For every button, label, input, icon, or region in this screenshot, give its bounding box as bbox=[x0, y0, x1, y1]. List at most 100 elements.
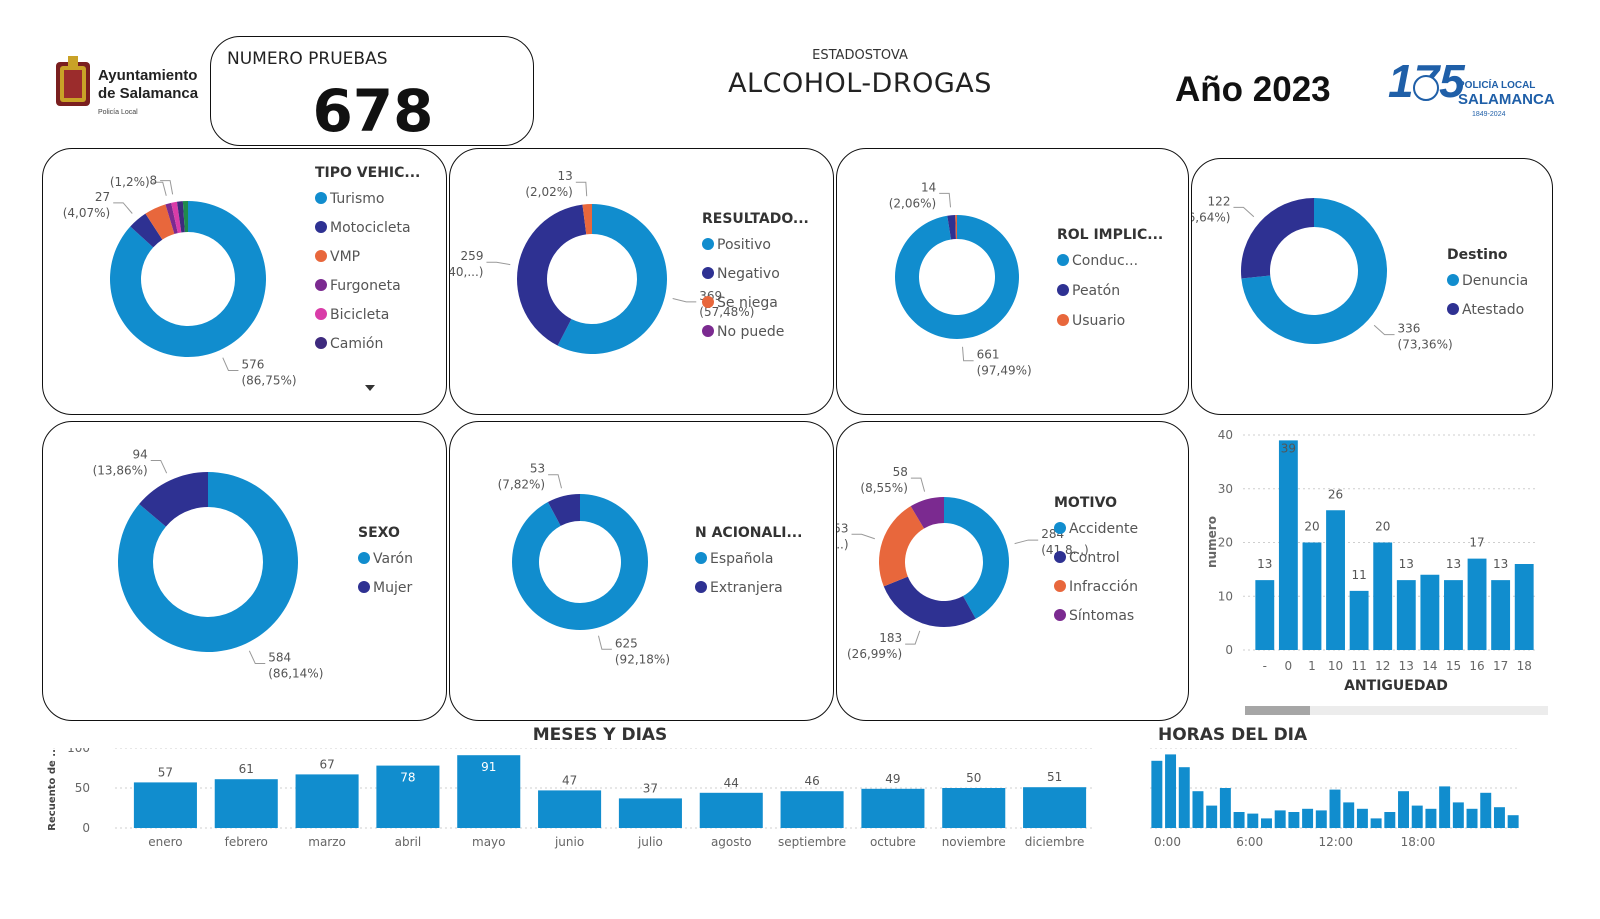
logo-line3: 1849-2024 bbox=[1472, 111, 1506, 118]
scrollbar-thumb[interactable] bbox=[1245, 706, 1310, 715]
slice-denuncia bbox=[1241, 198, 1387, 344]
legend-marker bbox=[702, 325, 714, 337]
y-tick-label: 100 bbox=[67, 748, 90, 755]
bar bbox=[1326, 510, 1345, 650]
slice-value-label: 13 bbox=[558, 169, 573, 183]
slice-value-label: 58 bbox=[893, 465, 908, 479]
page-title: ALCOHOL-DROGAS bbox=[728, 68, 992, 99]
card-resultado: 369(57,48%)259(40,...)13(2,02%)RESULTADO… bbox=[449, 148, 834, 415]
bar-value-label: 61 bbox=[239, 762, 254, 776]
legend-item: Negativo bbox=[717, 266, 780, 282]
bar-value-label: 13 bbox=[1446, 557, 1461, 571]
bar-value-label: 91 bbox=[481, 760, 496, 774]
slice-s-ntomas bbox=[910, 497, 944, 529]
bar bbox=[1343, 802, 1355, 828]
bar bbox=[1274, 810, 1286, 828]
chart-scrollbar[interactable] bbox=[1245, 706, 1548, 715]
bar-value-label: 50 bbox=[966, 771, 981, 785]
x-tick-label: 6:00 bbox=[1236, 835, 1263, 849]
leader-line bbox=[548, 474, 563, 489]
x-tick-label: junio bbox=[554, 835, 584, 849]
slice-value-label: 259 bbox=[461, 249, 484, 263]
legend-item: Turismo bbox=[329, 191, 384, 207]
bar bbox=[295, 774, 359, 828]
x-tick-label: 18 bbox=[1517, 659, 1532, 673]
x-tick-label: - bbox=[1263, 659, 1267, 673]
x-tick-label: 0:00 bbox=[1154, 835, 1181, 849]
bar bbox=[942, 788, 1006, 828]
bar bbox=[1247, 813, 1259, 828]
legend-marker bbox=[702, 296, 714, 308]
slice-pct-label: (41,8...) bbox=[1041, 543, 1089, 557]
legend-title: RESULTADO... bbox=[702, 211, 809, 227]
y-axis-title: Recuento de ... bbox=[47, 748, 58, 831]
donut-resultado: 369(57,48%)259(40,...)13(2,02%)RESULTADO… bbox=[450, 169, 809, 354]
bar bbox=[1420, 574, 1440, 650]
bar bbox=[1370, 818, 1382, 828]
bar-value-label: 11 bbox=[1351, 568, 1366, 582]
legend-marker bbox=[695, 581, 707, 593]
legend-item: Denuncia bbox=[1462, 273, 1528, 289]
bar bbox=[1467, 558, 1487, 650]
leader-line bbox=[962, 346, 974, 362]
slice-pct-label: (97,49%) bbox=[977, 364, 1032, 378]
bar-value-label: 20 bbox=[1304, 520, 1319, 534]
legend-marker bbox=[1054, 609, 1066, 621]
page-subtitle: ESTADOSTOVA bbox=[812, 48, 908, 63]
y-axis-title: numero bbox=[1205, 516, 1219, 568]
x-tick-label: noviembre bbox=[942, 835, 1006, 849]
slice-pct-label: (22,...) bbox=[837, 537, 849, 551]
leader-line bbox=[150, 459, 168, 474]
slice-value-label: 183 bbox=[879, 631, 902, 645]
bar bbox=[861, 788, 925, 828]
legend-marker bbox=[315, 250, 327, 262]
slice-usuario bbox=[955, 215, 957, 240]
bar bbox=[1411, 805, 1423, 828]
y-tick-label: 40 bbox=[1218, 428, 1233, 442]
bar bbox=[699, 792, 763, 828]
x-tick-label: abril bbox=[395, 835, 422, 849]
bar bbox=[1151, 760, 1163, 828]
bar bbox=[1373, 542, 1393, 650]
meses-chart: 0 50 100 57 enero 61 febrero 67 marzo 78 abril 91 ma… bbox=[47, 748, 1095, 849]
org-line2: de Salamanca bbox=[98, 85, 199, 102]
legend-item: Se niega bbox=[717, 295, 778, 311]
legend-marker bbox=[315, 279, 327, 291]
card-tipo-vehiculo: 576 (86,75%) 27 (4,07%) (1,2%) 8 TIPO VEHIC...… bbox=[42, 148, 447, 415]
legend-item: Control bbox=[1069, 550, 1120, 566]
meses-title: MESES Y DIAS bbox=[532, 725, 668, 745]
slice-espa-ola bbox=[512, 494, 648, 630]
slice-value-label: 625 bbox=[615, 636, 638, 650]
x-tick-label: agosto bbox=[711, 835, 752, 849]
slice-value-label: 8 bbox=[149, 174, 157, 188]
slice-control bbox=[883, 576, 976, 627]
bar bbox=[1452, 802, 1464, 828]
slice-motocicleta bbox=[130, 213, 163, 248]
bar bbox=[1255, 580, 1275, 650]
bar bbox=[1206, 805, 1218, 828]
legend-item: Conduc... bbox=[1072, 253, 1138, 269]
legend-marker bbox=[1447, 274, 1459, 286]
leader-line bbox=[597, 635, 612, 650]
x-tick-label: mayo bbox=[472, 835, 506, 849]
slice-pct-label: (86,14%) bbox=[268, 667, 323, 681]
legend-marker bbox=[1054, 551, 1066, 563]
legend-marker bbox=[1054, 522, 1066, 534]
legend-marker bbox=[358, 552, 370, 564]
leader-line bbox=[113, 202, 133, 214]
slice-value-label: 27 bbox=[95, 190, 110, 204]
bar-value-label: 78 bbox=[400, 771, 415, 785]
slice-infracci-n bbox=[879, 506, 925, 587]
card-motivo: 284(41,8...)183(26,99%)153(22,...)58(8,5… bbox=[836, 421, 1189, 721]
legend-item: Española bbox=[710, 551, 774, 567]
x-tick-label: febrero bbox=[225, 835, 268, 849]
slice-var-n bbox=[118, 472, 298, 652]
legend-marker bbox=[315, 337, 327, 349]
x-tick-label: 13 bbox=[1399, 659, 1414, 673]
y-tick-label: 50 bbox=[75, 781, 90, 795]
slice-pct-label: (13,86%) bbox=[93, 463, 148, 477]
bar bbox=[376, 765, 440, 828]
slice-pct-label: (86,75%) bbox=[241, 373, 296, 387]
x-tick-label: 0 bbox=[1285, 659, 1293, 673]
bar bbox=[1444, 580, 1463, 650]
